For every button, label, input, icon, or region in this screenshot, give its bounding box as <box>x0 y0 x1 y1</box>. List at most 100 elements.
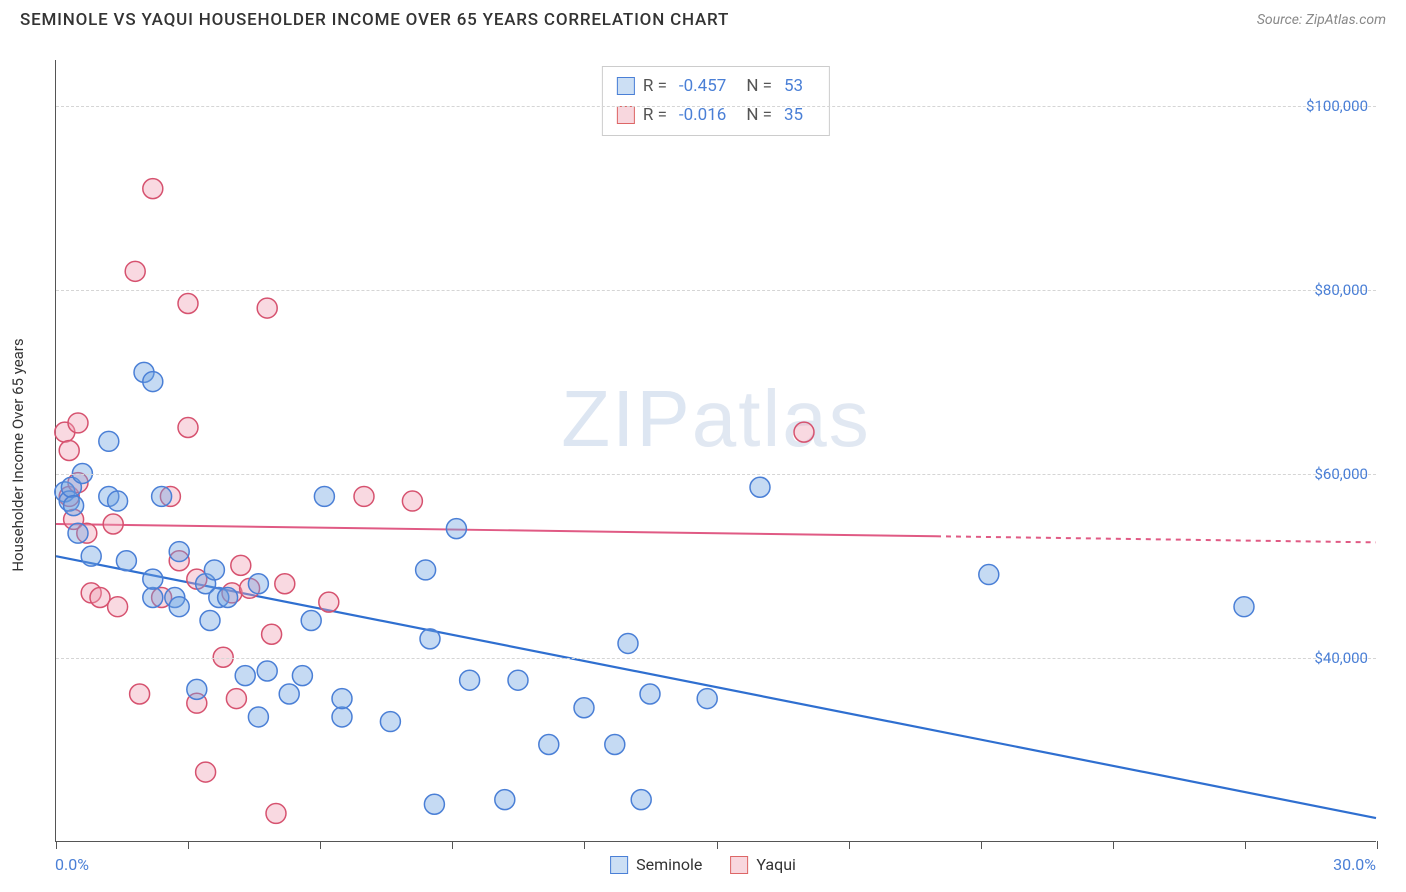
grid-line <box>56 658 1376 659</box>
x-tick <box>452 841 453 849</box>
point-yaqui <box>178 294 198 314</box>
x-tick <box>188 841 189 849</box>
point-seminole <box>152 486 172 506</box>
y-tick-label: $40,000 <box>1314 649 1368 667</box>
point-seminole <box>64 496 84 516</box>
x-tick <box>1245 841 1246 849</box>
point-seminole <box>539 735 559 755</box>
x-tick <box>584 841 585 849</box>
x-tick <box>320 841 321 849</box>
point-seminole <box>979 565 999 585</box>
point-yaqui <box>354 486 374 506</box>
grid-line <box>56 106 1376 107</box>
point-seminole <box>235 666 255 686</box>
r-value: -0.457 <box>679 72 726 101</box>
point-yaqui <box>402 491 422 511</box>
point-seminole <box>301 610 321 630</box>
plot-area: ZIPatlas R =-0.457N =53R =-0.016N =35 $4… <box>55 60 1376 842</box>
point-yaqui <box>262 624 282 644</box>
point-yaqui <box>108 597 128 617</box>
point-seminole <box>279 684 299 704</box>
series-legend-item: Seminole <box>610 855 702 874</box>
point-yaqui <box>125 261 145 281</box>
trend-line-yaqui <box>56 524 936 536</box>
point-yaqui <box>103 514 123 534</box>
point-seminole <box>495 790 515 810</box>
x-axis-min-label: 0.0% <box>55 855 89 874</box>
point-yaqui <box>266 803 286 823</box>
trend-line-yaqui-extrapolated <box>936 536 1376 542</box>
n-label: N = <box>746 72 772 101</box>
point-seminole <box>108 491 128 511</box>
point-yaqui <box>257 298 277 318</box>
point-seminole <box>169 542 189 562</box>
point-seminole <box>81 546 101 566</box>
point-seminole <box>248 574 268 594</box>
series-label: Yaqui <box>756 855 796 874</box>
point-seminole <box>187 679 207 699</box>
stat-legend-row: R = -0.457 N = 53 <box>617 72 815 101</box>
point-seminole <box>116 551 136 571</box>
x-tick <box>717 841 718 849</box>
point-yaqui <box>130 684 150 704</box>
point-seminole <box>143 588 163 608</box>
point-seminole <box>200 610 220 630</box>
point-seminole <box>143 569 163 589</box>
x-tick <box>56 841 57 849</box>
r-label: R = <box>643 72 667 101</box>
point-yaqui <box>178 418 198 438</box>
chart-title: SEMINOLE VS YAQUI HOUSEHOLDER INCOME OVE… <box>20 10 729 30</box>
point-yaqui <box>319 592 339 612</box>
point-yaqui <box>226 689 246 709</box>
series-label: Seminole <box>636 855 702 874</box>
point-seminole <box>697 689 717 709</box>
point-seminole <box>416 560 436 580</box>
point-seminole <box>314 486 334 506</box>
y-tick-label: $80,000 <box>1314 281 1368 299</box>
point-seminole <box>618 633 638 653</box>
point-yaqui <box>143 179 163 199</box>
point-seminole <box>380 712 400 732</box>
point-seminole <box>332 707 352 727</box>
point-seminole <box>446 519 466 539</box>
point-seminole <box>574 698 594 718</box>
legend-swatch <box>617 77 635 95</box>
chart-svg <box>56 60 1376 841</box>
point-seminole <box>99 431 119 451</box>
point-yaqui <box>231 555 251 575</box>
source-attribution: Source: ZipAtlas.com <box>1257 12 1386 28</box>
y-tick-label: $100,000 <box>1306 97 1368 115</box>
point-seminole <box>257 661 277 681</box>
x-axis-max-label: 30.0% <box>1333 855 1376 874</box>
point-seminole <box>640 684 660 704</box>
point-seminole <box>332 689 352 709</box>
point-seminole <box>143 372 163 392</box>
legend-swatch <box>610 856 628 874</box>
point-seminole <box>292 666 312 686</box>
point-seminole <box>424 794 444 814</box>
legend-swatch <box>730 856 748 874</box>
x-tick <box>849 841 850 849</box>
point-seminole <box>460 670 480 690</box>
series-legend-item: Yaqui <box>730 855 796 874</box>
point-yaqui <box>90 588 110 608</box>
x-tick <box>1377 841 1378 849</box>
point-seminole <box>204 560 224 580</box>
x-tick <box>1113 841 1114 849</box>
point-seminole <box>218 588 238 608</box>
grid-line <box>56 474 1376 475</box>
point-seminole <box>169 597 189 617</box>
point-yaqui <box>275 574 295 594</box>
point-seminole <box>248 707 268 727</box>
point-seminole <box>68 523 88 543</box>
point-seminole <box>1234 597 1254 617</box>
point-yaqui <box>68 413 88 433</box>
y-tick-label: $60,000 <box>1314 465 1368 483</box>
point-seminole <box>420 629 440 649</box>
point-yaqui <box>794 422 814 442</box>
n-value: 53 <box>784 72 803 101</box>
grid-line <box>56 290 1376 291</box>
point-seminole <box>508 670 528 690</box>
y-axis-title: Householder Income Over 65 years <box>9 338 27 571</box>
point-yaqui <box>59 441 79 461</box>
